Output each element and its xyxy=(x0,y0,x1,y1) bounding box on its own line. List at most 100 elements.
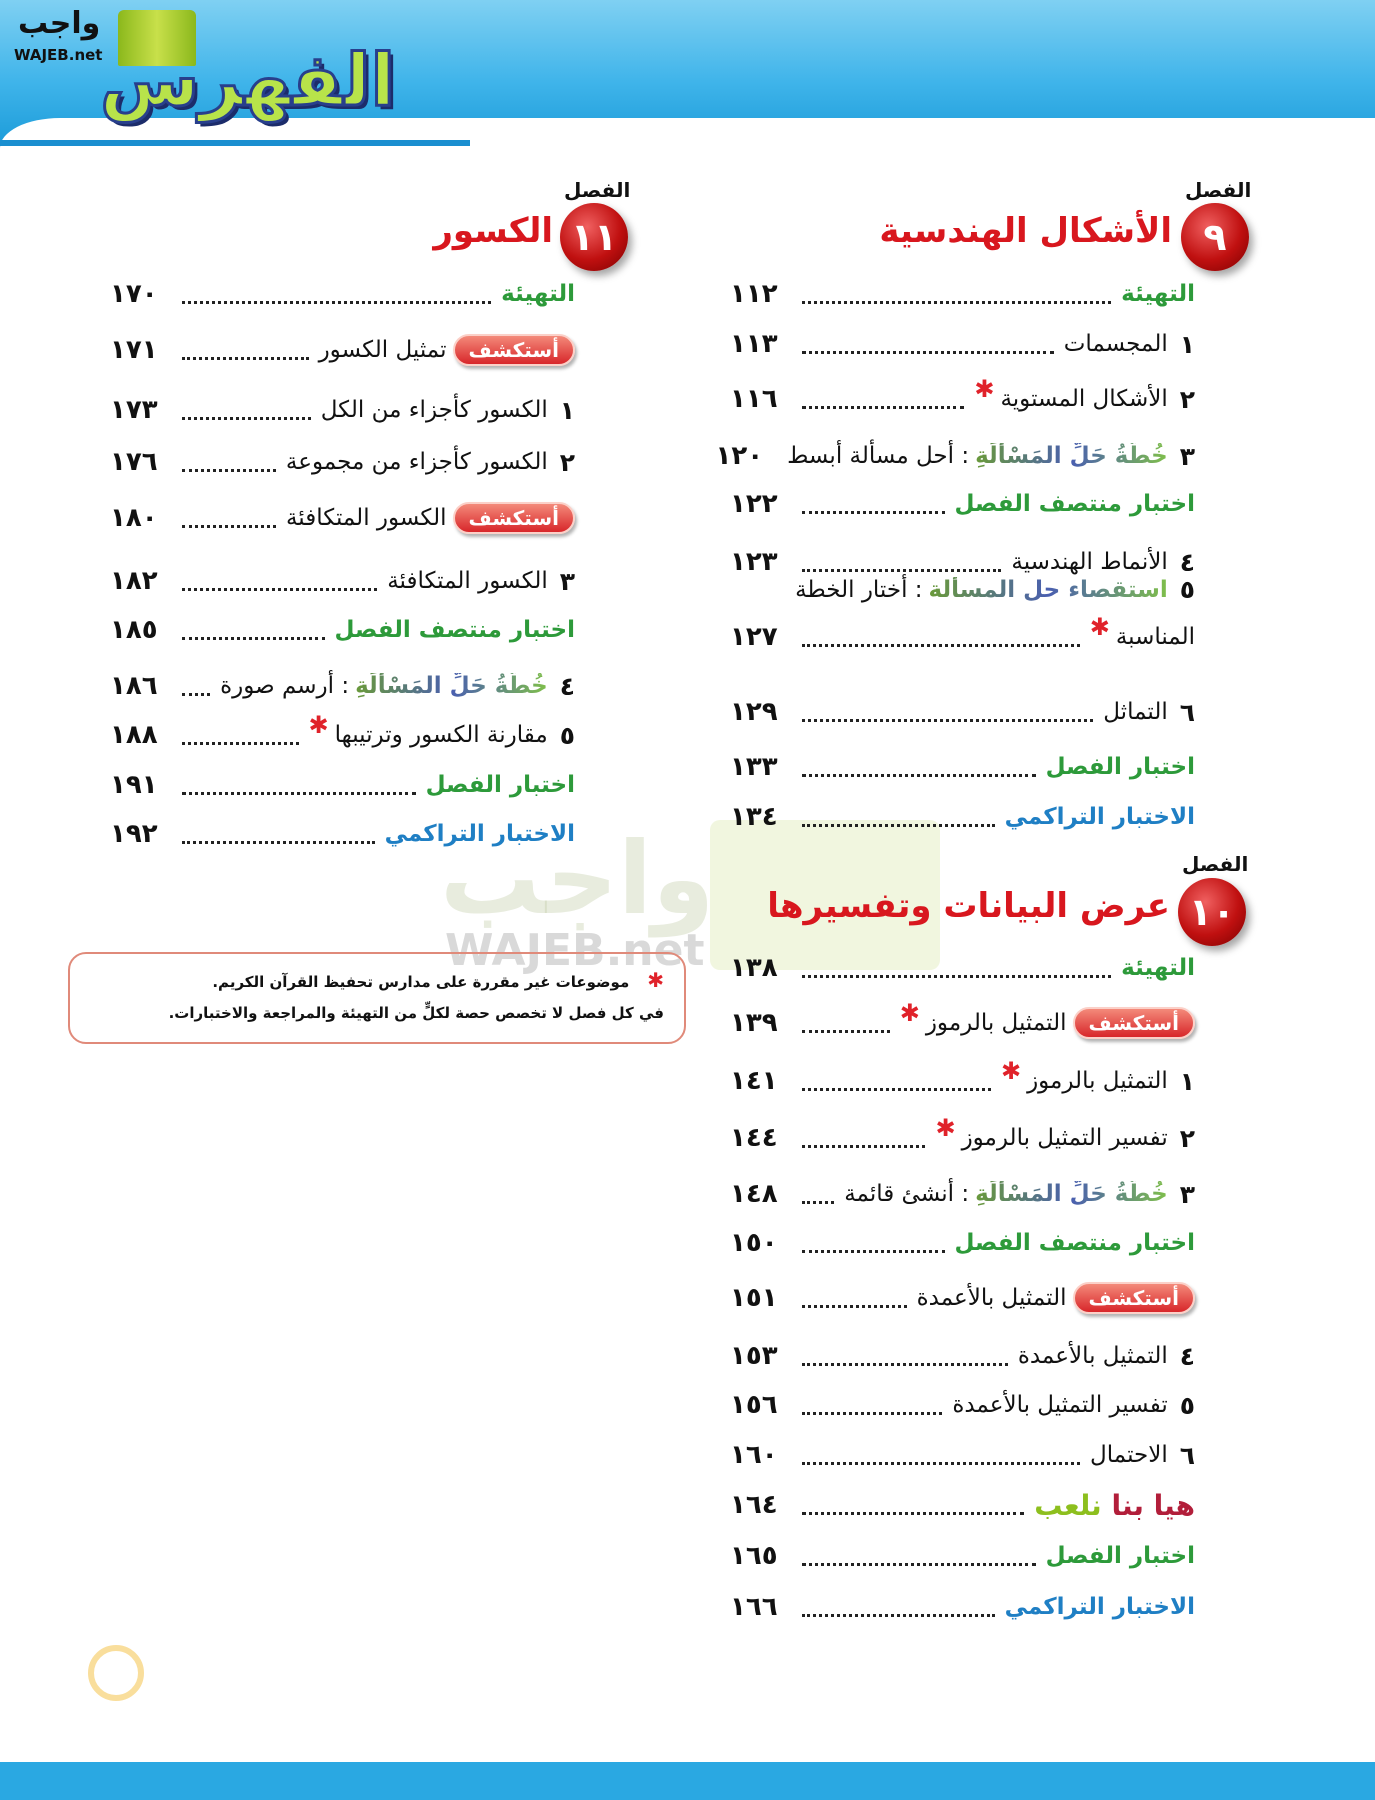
toc-entry[interactable]: اختبار منتصف الفصل ١٥٠ xyxy=(730,1223,1195,1263)
toc-entry[interactable]: الاختبار التراكمي ١٣٤ xyxy=(730,797,1195,837)
lesson-number: ٤ xyxy=(1179,1341,1195,1371)
problem-solving-plan-label: خُطَّةُ حَلِّ المَسْأَلَةِ xyxy=(975,443,1168,469)
toc-entry[interactable]: ٦ الاحتمال ١٦٠ xyxy=(730,1435,1195,1475)
dot-leader xyxy=(182,587,378,591)
toc-entry[interactable]: اختبار منتصف الفصل ١٢٢ xyxy=(730,484,1195,524)
page-title: الفهرس xyxy=(98,37,396,124)
toc-entry[interactable]: ٦ التماثل ١٢٩ xyxy=(730,692,1195,732)
lesson-number: ١ xyxy=(559,395,575,425)
toc-entry[interactable]: أستكشف تمثيل الكسور ١٧١ xyxy=(110,330,575,370)
dot-leader xyxy=(182,524,276,528)
toc-entry[interactable]: اختبار الفصل ١٦٥ xyxy=(730,1536,1195,1576)
page-number: ١٧٦ xyxy=(110,447,158,477)
toc-entry[interactable]: ٢ الأشكال المستوية ✱ ١١٦ xyxy=(730,375,1195,419)
entry-title: الكسور المتكافئة xyxy=(285,505,447,531)
asterisk-icon: ✱ xyxy=(1000,1057,1022,1085)
lesson-number: ٥ xyxy=(1179,1390,1195,1420)
toc-entry[interactable]: ٥ تفسير التمثيل بالأعمدة ١٥٦ xyxy=(730,1385,1195,1425)
dot-leader xyxy=(182,300,492,304)
dot-leader xyxy=(182,468,276,472)
toc-entry[interactable]: اختبار الفصل ١٣٣ xyxy=(730,747,1195,787)
page-number: ١٩١ xyxy=(110,770,158,800)
entry-label: الاختبار التراكمي xyxy=(1005,1594,1195,1620)
header-curve xyxy=(0,118,1375,158)
entry-title: اختبار منتصف الفصل xyxy=(334,617,575,643)
dot-leader xyxy=(802,1613,995,1617)
toc-entry[interactable]: ٢ الكسور كأجزاء من مجموعة ١٧٦ xyxy=(110,442,575,482)
chapter-label: الفصل xyxy=(564,178,631,202)
toc-entry[interactable]: ٢ تفسير التمثيل بالرموز ✱ ١٤٤ xyxy=(730,1114,1195,1158)
toc-entry[interactable]: التهيئة ١٣٨ xyxy=(730,948,1195,988)
toc-entry[interactable]: الاختبار التراكمي ١٦٦ xyxy=(730,1587,1195,1627)
entry-title: التمثيل بالأعمدة xyxy=(916,1285,1067,1311)
page-number: ١٨٠ xyxy=(110,503,158,533)
toc-entry[interactable]: أستكشف التمثيل بالأعمدة ١٥١ xyxy=(730,1278,1195,1318)
toc-entry[interactable]: ٣ خُطَّةُ حَلِّ المَسْأَلَةِ: أنشئ قائمة ١… xyxy=(730,1174,1195,1214)
entry-label: اختبار منتصف الفصل xyxy=(955,491,1195,517)
publisher-logo-icon xyxy=(88,1645,144,1701)
footer-bar xyxy=(0,1762,1375,1800)
entry-label: أستكشف تمثيل الكسور xyxy=(319,334,575,366)
asterisk-icon: ✱ xyxy=(1089,613,1110,641)
entry-title: التهيئة xyxy=(501,281,575,307)
toc-entry[interactable]: ١ المجسمات ١١٣ xyxy=(730,324,1195,364)
entry-label: ٣ الكسور المتكافئة xyxy=(387,567,575,596)
toc-entry[interactable]: ٤ الأنماط الهندسية ١٢٣ xyxy=(730,542,1195,582)
dot-leader xyxy=(802,1362,1008,1366)
toc-entry[interactable]: ٥ مقارنة الكسور وترتيبها ✱ ١٨٨ xyxy=(110,711,576,755)
entry-label: أستكشف التمثيل بالرموز ✱ xyxy=(900,999,1195,1039)
explore-badge: أستكشف xyxy=(1072,1282,1195,1314)
game-label-part-1: هيا بنا xyxy=(1111,1488,1195,1522)
entry-title: : أنشئ قائمة xyxy=(844,1181,970,1207)
toc-entry[interactable]: التهيئة ١١٢ xyxy=(730,274,1195,314)
problem-solving-plan-label: خُطَّةُ حَلِّ المَسْأَلَةِ xyxy=(355,673,548,699)
logo-english: WAJEB.net xyxy=(14,46,103,64)
page-number: ١٦٤ xyxy=(730,1490,778,1520)
game-label-part-2: نلعب xyxy=(1034,1488,1102,1522)
entry-title: اختبار الفصل xyxy=(1045,754,1195,780)
toc-entry[interactable]: ٥ استقصاء حل المسألة: أختار الخطة المناسبة… xyxy=(730,575,1195,657)
entry-label: ٥ تفسير التمثيل بالأعمدة xyxy=(952,1391,1195,1420)
entry-label: اختبار الفصل xyxy=(1046,1543,1195,1569)
entry-label: ٥ مقارنة الكسور وترتيبها ✱ xyxy=(309,711,576,750)
toc-entry[interactable]: اختبار الفصل ١٩١ xyxy=(110,765,575,805)
entry-title: : أحل مسألة أبسط xyxy=(787,443,970,469)
asterisk-icon: ✱ xyxy=(899,999,920,1027)
entry-title: تفسير التمثيل بالرموز xyxy=(961,1125,1168,1151)
asterisk-icon: ✱ xyxy=(974,375,995,403)
toc-entry[interactable]: اختبار منتصف الفصل ١٨٥ xyxy=(110,610,575,650)
toc-entry[interactable]: الاختبار التراكمي ١٩٢ xyxy=(110,814,575,854)
toc-entry[interactable]: أستكشف الكسور المتكافئة ١٨٠ xyxy=(110,498,575,538)
toc-entry[interactable]: ١ التمثيل بالرموز ✱ ١٤١ xyxy=(730,1057,1195,1101)
toc-entry[interactable]: ٣ الكسور المتكافئة ١٨٢ xyxy=(110,561,575,601)
explore-badge: أستكشف xyxy=(452,502,575,534)
entry-label: ١ التمثيل بالرموز ✱ xyxy=(1001,1057,1195,1096)
lesson-number: ٢ xyxy=(1179,1123,1195,1153)
entry-title: اختبار منتصف الفصل xyxy=(954,1230,1195,1256)
toc-entry[interactable]: ١ الكسور كأجزاء من الكل ١٧٣ xyxy=(110,390,575,430)
chapter-number-badge: ١١ xyxy=(560,203,628,271)
page-number: ١٢٠ xyxy=(715,441,764,471)
entry-title: مقارنة الكسور وترتيبها xyxy=(334,722,548,748)
toc-entry[interactable]: ٣ خُطَّةُ حَلِّ المَسْأَلَةِ: أحل مسألة أ… xyxy=(715,436,1195,476)
dot-leader xyxy=(802,1200,835,1204)
dot-leader xyxy=(802,1304,907,1308)
toc-entry[interactable]: هيا بنا نلعب ١٦٤ xyxy=(730,1485,1195,1525)
toc-entry[interactable]: ٤ خُطَّةُ حَلِّ المَسْأَلَةِ: أرسم صورة ١٨… xyxy=(110,666,575,706)
asterisk-icon: ✱ xyxy=(647,968,664,992)
toc-entry[interactable]: ٤ التمثيل بالأعمدة ١٥٣ xyxy=(730,1336,1195,1376)
header-stripe xyxy=(0,140,470,146)
lesson-number: ٥ xyxy=(559,720,575,750)
dot-leader xyxy=(182,840,375,844)
page-number: ١٧٣ xyxy=(110,395,158,425)
entry-title: المجسمات xyxy=(1063,331,1168,357)
dot-leader xyxy=(182,636,325,640)
toc-entry[interactable]: التهيئة ١٧٠ xyxy=(110,274,575,314)
dot-leader xyxy=(802,1029,890,1033)
chapter-title: عرض البيانات وتفسيرها xyxy=(767,886,1170,926)
entry-title: الكسور كأجزاء من الكل xyxy=(320,397,548,423)
lesson-number: ٣ xyxy=(1179,1179,1195,1209)
entry-title: اختبار منتصف الفصل xyxy=(954,491,1195,517)
entry-title: التهيئة xyxy=(1121,955,1195,981)
toc-entry[interactable]: أستكشف التمثيل بالرموز ✱ ١٣٩ xyxy=(730,999,1195,1043)
